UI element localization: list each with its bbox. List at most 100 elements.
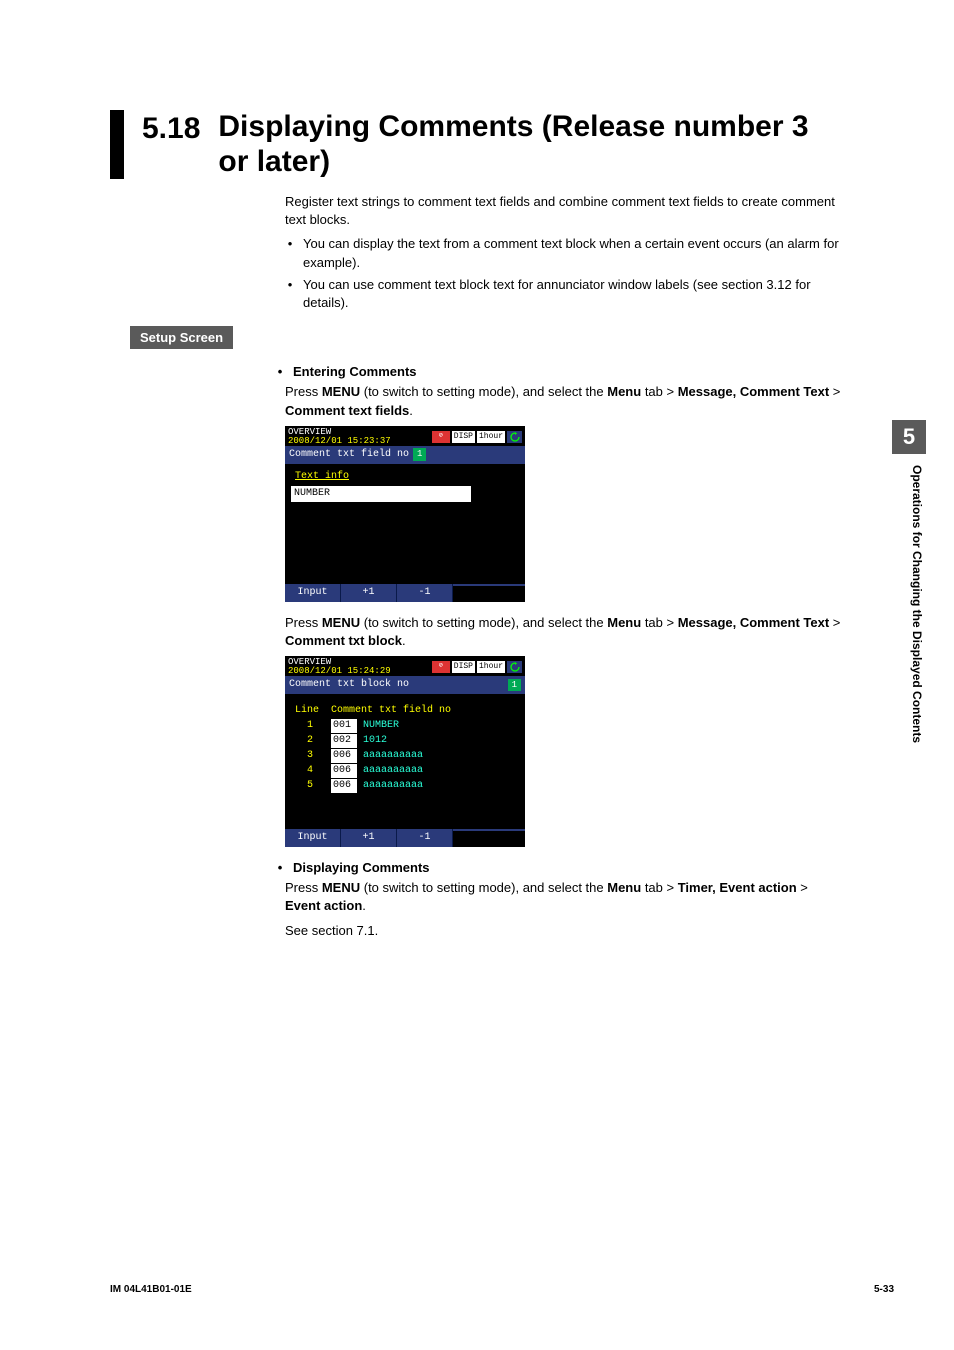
ss-bar-number[interactable]: 1 <box>508 679 521 692</box>
table-row: 3 006 aaaaaaaaaa <box>295 749 519 763</box>
path-bold: Message, Comment Text <box>678 615 829 630</box>
menutab-bold: Menu <box>607 615 641 630</box>
title-bar-icon <box>110 110 124 179</box>
t: (to switch to setting mode), and select … <box>360 384 607 399</box>
path-bold: Timer, Event action <box>678 880 797 895</box>
ss-bar-number[interactable]: 1 <box>413 448 426 461</box>
t: tab > <box>641 880 678 895</box>
row-value-input[interactable]: 006 <box>331 779 357 793</box>
menutab-bold: Menu <box>607 384 641 399</box>
row-line: 1 <box>295 719 325 733</box>
side-running-title: Operations for Changing the Displayed Co… <box>894 465 924 865</box>
t: > <box>829 384 840 399</box>
ss-table-header: Line Comment txt field no <box>295 704 519 718</box>
intro-paragraph: Register text strings to comment text fi… <box>285 193 845 312</box>
ss-footer-minus-button[interactable]: -1 <box>397 829 453 847</box>
path-bold: Comment text fields <box>285 403 409 418</box>
ss-footer-input-button[interactable]: Input <box>285 584 341 602</box>
t: (to switch to setting mode), and select … <box>360 615 607 630</box>
page: 5 Operations for Changing the Displayed … <box>0 0 954 1350</box>
ss-topbar: OVERVIEW 2008/12/01 15:23:37 ⊘ DISP 1hou… <box>285 426 525 446</box>
see-section: See section 7.1. <box>285 922 845 940</box>
ss-bluebar: Comment txt block no 1 <box>285 676 525 694</box>
menu-bold: MENU <box>322 384 360 399</box>
t: > <box>797 880 808 895</box>
mid-path-line: Press MENU (to switch to setting mode), … <box>285 614 845 650</box>
ss-table: Line Comment txt field no 1 001 NUMBER 2 00… <box>291 704 519 793</box>
displaying-heading: Displaying Comments <box>293 859 430 877</box>
ss-footer-spacer <box>453 584 525 602</box>
chapter-tab: 5 <box>892 420 926 454</box>
ss-footer-minus-button[interactable]: -1 <box>397 584 453 602</box>
row-value-input[interactable]: 006 <box>331 764 357 778</box>
menutab-bold: Menu <box>607 880 641 895</box>
ss-th-field: Comment txt field no <box>331 704 451 718</box>
intro-bullet: • You can use comment text block text fo… <box>285 276 845 312</box>
t: > <box>829 615 840 630</box>
t: Press <box>285 384 322 399</box>
setup-screen-label: Setup Screen <box>130 326 233 349</box>
ss-bar-label: Comment txt field no <box>289 448 409 462</box>
screenshot-comment-field: OVERVIEW 2008/12/01 15:23:37 ⊘ DISP 1hou… <box>285 426 525 602</box>
ss-datetime: 2008/12/01 15:24:29 <box>288 667 430 676</box>
footer-doc-id: IM 04L41B01-01E <box>110 1284 192 1295</box>
section-number: 5.18 <box>142 110 200 146</box>
row-text: aaaaaaaaaa <box>363 764 423 778</box>
ss-footer-plus-button[interactable]: +1 <box>341 584 397 602</box>
footer-page-number: 5-33 <box>874 1284 894 1295</box>
ss-th-line: Line <box>295 704 325 718</box>
t: . <box>362 898 366 913</box>
t: . <box>402 633 406 648</box>
row-text: NUMBER <box>363 719 399 733</box>
table-row: 5 006 aaaaaaaaaa <box>295 779 519 793</box>
row-line: 2 <box>295 734 325 748</box>
bullet-dot-icon: • <box>285 235 295 271</box>
row-value-input[interactable]: 006 <box>331 749 357 763</box>
loop-icon <box>507 431 522 443</box>
ss-footer: Input +1 -1 <box>285 829 525 847</box>
stop-icon: ⊘ <box>432 661 450 673</box>
path-bold: Comment txt block <box>285 633 402 648</box>
ss-bar-label: Comment txt block no <box>289 678 409 692</box>
t: Press <box>285 880 322 895</box>
row-line: 3 <box>295 749 325 763</box>
t: (to switch to setting mode), and select … <box>360 880 607 895</box>
loop-icon <box>507 661 522 673</box>
stop-icon: ⊘ <box>432 431 450 443</box>
table-row: 2 002 1012 <box>295 734 519 748</box>
table-row: 4006aaaaaaaaaa <box>295 764 519 778</box>
row-value-input[interactable]: 002 <box>331 734 357 748</box>
intro-bullet: • You can display the text from a commen… <box>285 235 845 271</box>
entering-heading: Entering Comments <box>293 363 417 381</box>
row-text: aaaaaaaaaa <box>363 779 423 793</box>
row-text: 1012 <box>363 734 387 748</box>
row-line: 5 <box>295 779 325 793</box>
ss-footer-plus-button[interactable]: +1 <box>341 829 397 847</box>
ss-disp-label: DISP <box>452 661 475 673</box>
bullet-dot-icon: • <box>275 363 285 381</box>
entering-comments-block: • Entering Comments Press MENU (to switc… <box>285 363 845 940</box>
ss-textinfo-input[interactable]: NUMBER <box>291 486 471 502</box>
page-footer: IM 04L41B01-01E 5-33 <box>110 1284 894 1295</box>
t: . <box>409 403 413 418</box>
t: tab > <box>641 384 678 399</box>
ss-hour-label: 1hour <box>477 661 505 673</box>
section-heading: Displaying Comments (Release number 3 or… <box>218 110 838 179</box>
bullet-dot-icon: • <box>285 276 295 312</box>
ss-disp-label: DISP <box>452 431 475 443</box>
menu-bold: MENU <box>322 880 360 895</box>
displaying-path-line: Press MENU (to switch to setting mode), … <box>285 879 845 915</box>
ss-footer-spacer <box>453 829 525 847</box>
row-value-input[interactable]: 001 <box>331 719 357 733</box>
bullet-dot-icon: • <box>275 859 285 877</box>
displaying-heading-row: • Displaying Comments <box>275 859 845 877</box>
section-title: 5.18 Displaying Comments (Release number… <box>110 110 874 179</box>
table-row: 1 001 NUMBER <box>295 719 519 733</box>
ss-topbar: OVERVIEW 2008/12/01 15:24:29 ⊘ DISP 1hou… <box>285 656 525 676</box>
bullet-text: You can display the text from a comment … <box>303 235 845 271</box>
t: Press <box>285 615 322 630</box>
row-text: aaaaaaaaaa <box>363 749 423 763</box>
bullet-text: You can use comment text block text for … <box>303 276 845 312</box>
ss-footer: Input +1 -1 <box>285 584 525 602</box>
ss-footer-input-button[interactable]: Input <box>285 829 341 847</box>
